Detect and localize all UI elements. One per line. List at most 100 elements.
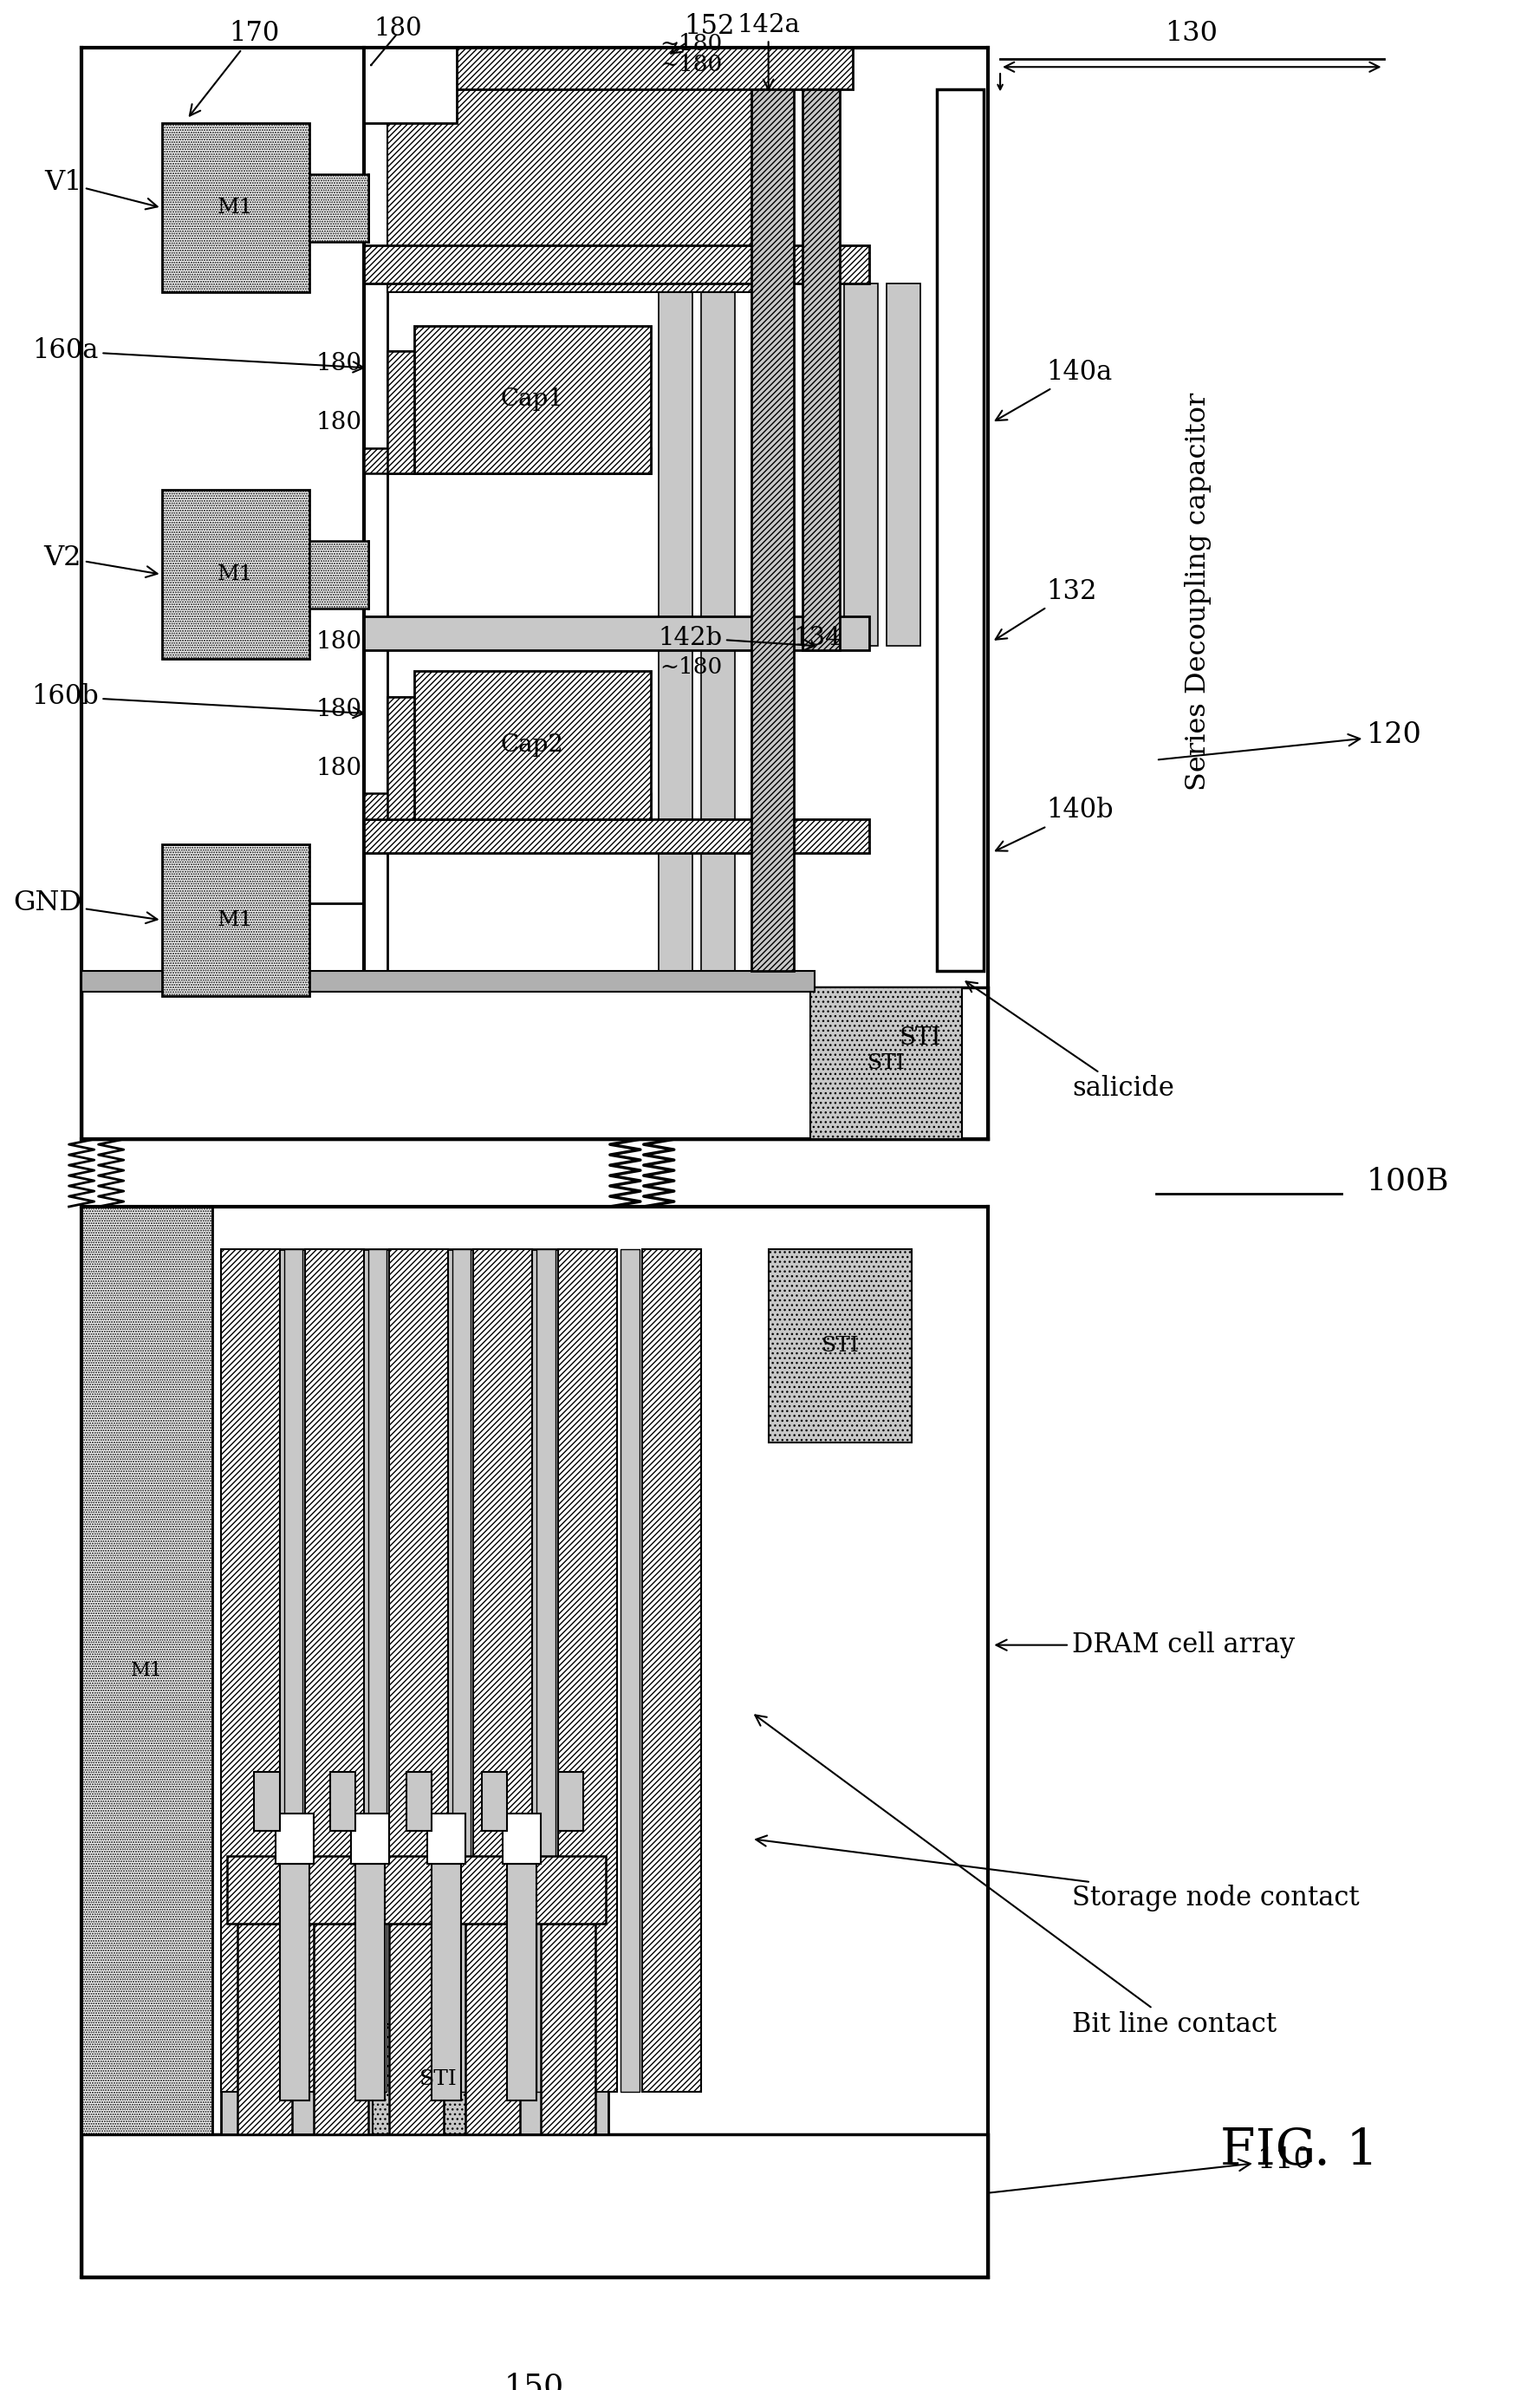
Bar [427,1814,465,1864]
Bar [283,1250,302,2091]
Bar [844,284,878,645]
Text: 160a: 160a [32,337,363,373]
Text: M1: M1 [217,198,253,217]
Text: 140a: 140a [995,358,1112,421]
Bar [388,351,417,473]
Text: salicide: salicide [966,982,1173,1102]
Text: V1: V1 [45,170,157,210]
Bar [388,695,414,727]
Bar [363,447,650,473]
Text: M1: M1 [131,1661,162,1680]
Text: 160b: 160b [31,684,363,717]
Text: Storage node contact: Storage node contact [756,1836,1360,1912]
Text: STI: STI [419,2070,457,2089]
Bar [162,490,310,660]
Bar [363,246,870,284]
Text: 152: 152 [671,12,735,53]
Bar [82,970,815,992]
Bar [414,325,650,473]
Text: 180: 180 [316,631,362,652]
Bar [541,1924,596,2134]
Text: 180: 180 [316,411,362,435]
Bar [431,1864,460,2101]
Bar [388,91,775,292]
Bar [373,2024,504,2134]
Bar [303,1855,379,1924]
Bar [531,1855,605,1924]
Bar [507,1864,536,2101]
Bar [465,1924,521,2134]
Text: ~180: ~180 [659,657,722,679]
Text: 130: 130 [1166,19,1218,48]
Bar [220,1250,280,2091]
Bar [254,1771,280,1831]
Text: STI: STI [867,1054,906,1073]
Text: DRAM cell array: DRAM cell array [996,1632,1295,1659]
Bar [887,284,919,645]
Bar [228,1855,302,1924]
Bar [330,1771,356,1831]
Bar [368,1250,387,2091]
Bar [557,1250,616,2091]
Bar [810,987,962,1140]
Bar [390,1250,448,2091]
Bar [305,1250,363,2091]
Bar [351,1814,390,1864]
Bar [220,1250,608,2134]
Text: V2: V2 [43,545,157,578]
Text: STI: STI [821,1336,859,1355]
Bar [482,1771,507,1831]
Text: FIG. 1: FIG. 1 [1220,2127,1378,2175]
Bar [363,48,853,91]
Text: M1: M1 [217,911,253,930]
Bar [363,793,650,820]
Text: 150: 150 [504,2373,564,2390]
Bar [363,48,456,124]
Bar [237,1924,293,2134]
Text: STI: STI [899,1025,941,1049]
Text: GND: GND [12,889,157,923]
Bar [162,844,310,997]
Bar [453,1250,471,2091]
Bar [310,540,368,607]
Bar [536,1250,556,2091]
Bar [414,672,650,820]
Bar [162,124,310,292]
Text: 180: 180 [316,698,362,722]
Bar [504,1814,541,1864]
Bar [557,1771,584,1831]
Bar [280,1864,310,2101]
Text: ~180: ~180 [659,53,722,74]
Bar [454,1855,530,1924]
Text: Bit line contact: Bit line contact [755,1716,1277,2039]
Bar [82,2134,987,2278]
Text: 142a: 142a [736,12,801,88]
Bar [752,91,793,970]
Bar [802,91,839,650]
Bar [390,1924,444,2134]
Bar [701,284,735,970]
Text: 180: 180 [316,351,362,375]
Text: M1: M1 [217,564,253,586]
Bar [356,1864,385,2101]
Bar [82,1207,213,2134]
Text: Cap1: Cap1 [500,387,564,411]
Text: ~180: ~180 [659,33,722,55]
Bar [276,1814,313,1864]
Text: 134: 134 [793,626,842,650]
Text: 180: 180 [316,758,362,779]
Bar [621,1250,639,2091]
Bar [379,1855,454,1924]
Text: Cap2: Cap2 [500,734,564,755]
Bar [642,1250,701,2091]
Bar [363,820,870,853]
Bar [388,695,417,820]
Text: 142b: 142b [658,626,815,650]
Text: 100B: 100B [1368,1166,1449,1195]
Bar [388,351,414,380]
Bar [473,1250,533,2091]
Bar [407,1771,431,1831]
Text: 180: 180 [374,17,422,41]
Bar [659,284,693,970]
Bar [363,617,870,650]
